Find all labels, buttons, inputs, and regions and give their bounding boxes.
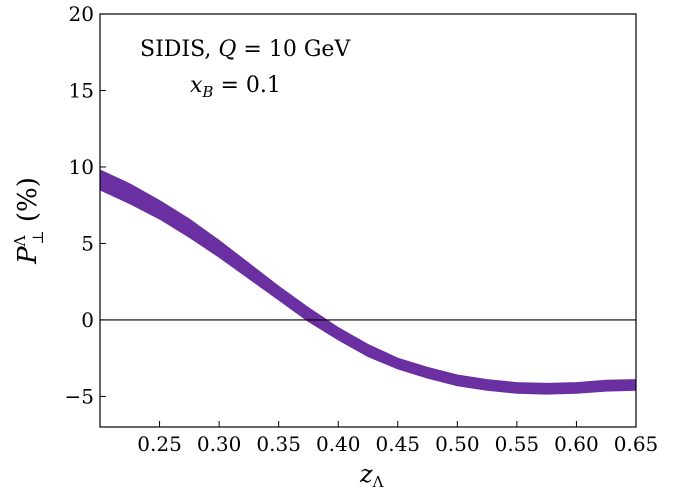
annotations: SIDIS, Q = 10 GeV xB = 0.1 xyxy=(140,37,351,101)
y-tick-label: 15 xyxy=(69,78,94,102)
y-tick-label: 0 xyxy=(81,308,94,332)
x-axis-label: zΛ xyxy=(359,460,384,491)
x-tick-label: 0.60 xyxy=(554,432,599,456)
ticks: 0.25 0.30 0.35 0.40 0.45 0.50 0.55 0.60 0.65 −5 0 5… xyxy=(65,2,659,456)
plot-frame xyxy=(99,13,637,428)
axis-labels: zΛ PΛ⊥ (%) xyxy=(11,177,384,491)
x-tick-label: 0.35 xyxy=(256,432,301,456)
y-tick-label: 20 xyxy=(69,2,94,26)
x-tick-label: 0.30 xyxy=(197,432,242,456)
x-tick-label: 0.65 xyxy=(614,432,659,456)
x-tick-label: 0.40 xyxy=(316,432,361,456)
y-tick-label: 10 xyxy=(69,155,94,179)
x-tick-label: 0.50 xyxy=(435,432,480,456)
uncertainty-band xyxy=(99,169,637,395)
x-tick-label: 0.45 xyxy=(376,432,421,456)
y-tick-label: −5 xyxy=(65,384,94,408)
y-axis-label-group: PΛ⊥ (%) xyxy=(11,177,47,265)
y-axis-label: PΛ⊥ (%) xyxy=(11,177,47,265)
y-tick-label: 5 xyxy=(81,231,94,255)
plot-area xyxy=(99,169,637,395)
annotation-2: xB = 0.1 xyxy=(190,73,281,101)
annotation-1: SIDIS, Q = 10 GeV xyxy=(140,37,351,62)
x-tick-label: 0.55 xyxy=(495,432,540,456)
x-tick-label: 0.25 xyxy=(137,432,182,456)
